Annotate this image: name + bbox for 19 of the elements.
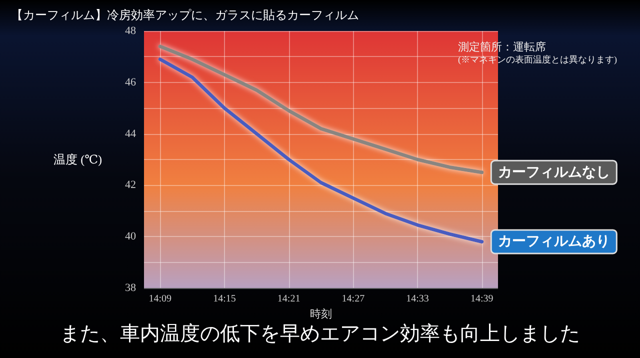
x-tick-label: 14:33 (406, 294, 429, 304)
y-tick-label: 48 (125, 25, 136, 37)
series-label: カーフィルムなし (498, 164, 610, 180)
x-tick-label: 14:15 (213, 294, 236, 304)
y-tick-label: 40 (125, 230, 136, 243)
y-tick-label: 46 (125, 76, 136, 88)
y-axis-title: 温度 (℃) (54, 152, 102, 166)
chart-title: 【カーフィルム】冷房効率アップに、ガラスに貼るカーフィルム (11, 8, 359, 22)
text: また、車内温度の低下を早めエアコン効率も向上しました (60, 321, 580, 345)
y-tick-label: 42 (125, 179, 136, 192)
y-tick-label: 44 (125, 128, 136, 140)
series-label: カーフィルムあり (498, 234, 610, 250)
x-tick-label: 14:09 (148, 294, 172, 304)
y-tick-label: 38 (125, 282, 136, 294)
x-tick-label: 14:27 (342, 294, 365, 304)
annotation: (※マネキンの表面温度とは異なります) (458, 54, 617, 64)
x-tick-label: 14:39 (470, 294, 494, 304)
x-tick-label: 14:21 (277, 294, 300, 304)
x-axis-title: 時刻 (310, 307, 332, 320)
